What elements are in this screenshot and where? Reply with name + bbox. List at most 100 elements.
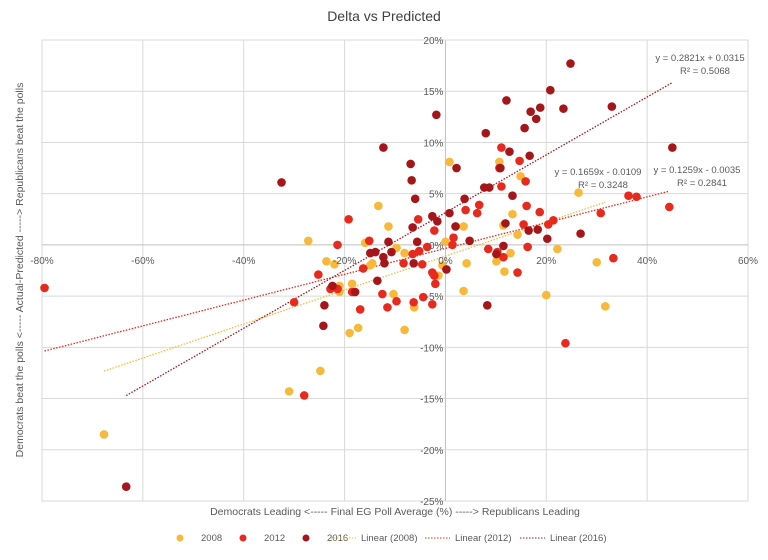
- point-2008: [374, 201, 383, 211]
- point-2008: [347, 279, 357, 289]
- point-2008: [459, 222, 468, 231]
- legend-label: Linear (2012): [455, 533, 512, 544]
- point-2008: [330, 260, 339, 269]
- point-2012: [289, 297, 299, 307]
- point-2016: [409, 259, 418, 268]
- point-2016: [445, 208, 454, 218]
- point-2016: [371, 247, 380, 257]
- point-2012: [314, 270, 323, 279]
- point-2012: [40, 283, 49, 293]
- point-2012: [472, 208, 482, 218]
- point-2008: [600, 302, 610, 311]
- point-2016: [576, 229, 585, 238]
- point-2012: [596, 208, 606, 218]
- point-2008: [592, 258, 602, 267]
- trendlines: [44, 82, 673, 397]
- point-2012: [413, 214, 423, 224]
- point-2012: [358, 264, 368, 273]
- point-2012: [535, 207, 545, 217]
- point-2012: [483, 244, 493, 254]
- point-2012: [364, 236, 374, 246]
- x-tick-label: 60%: [738, 256, 758, 267]
- point-2016: [501, 219, 510, 228]
- point-2016: [607, 102, 617, 111]
- point-2016: [277, 178, 286, 187]
- trendline-r2: R² = 0.3248: [578, 180, 628, 191]
- point-2012: [609, 253, 618, 263]
- trendline-equations: y = 0.1659x - 0.0109 R² = 0.3248 y = 0.125…: [555, 53, 745, 191]
- point-2008: [345, 328, 354, 338]
- point-2016: [373, 276, 382, 286]
- point-2012: [333, 240, 342, 250]
- point-2016: [668, 143, 677, 152]
- point-2008: [365, 261, 375, 270]
- x-tick-label: 20%: [536, 256, 556, 267]
- trendline-equation: y = 0.2821x + 0.0315: [655, 53, 744, 64]
- point-2012: [399, 259, 408, 268]
- point-2016: [408, 223, 417, 232]
- point-2016: [412, 237, 422, 247]
- point-2008: [506, 248, 515, 258]
- point-2012: [392, 296, 401, 306]
- x-tick-label: 40%: [637, 256, 657, 267]
- point-2012: [497, 143, 506, 152]
- point-2008: [513, 230, 522, 239]
- point-2012: [519, 220, 528, 229]
- point-2016: [384, 237, 393, 247]
- point-2012: [561, 338, 570, 348]
- tick-labels: -80% -60% -40% -20% 0% 20% 40% 60% 20% 15% 10% 5% 0%…: [30, 36, 758, 508]
- point-2012: [418, 292, 428, 302]
- data-points: [40, 59, 677, 491]
- point-2012: [624, 191, 633, 201]
- point-2008: [303, 236, 313, 246]
- point-2012: [422, 242, 432, 252]
- point-2016: [451, 222, 460, 231]
- point-2008: [400, 325, 409, 335]
- point-2012: [430, 226, 439, 235]
- point-2016: [566, 59, 575, 68]
- point-2008: [384, 222, 393, 231]
- point-2012: [522, 201, 531, 211]
- trendline-r2: R² = 0.5068: [680, 66, 730, 77]
- point-2016: [505, 147, 514, 156]
- point-2012: [355, 305, 365, 314]
- point-2016: [502, 96, 511, 105]
- point-2012: [515, 156, 524, 166]
- trendline-linear-2012-: [44, 190, 670, 352]
- point-2012: [523, 242, 532, 252]
- y-tick-label: -5%: [426, 292, 444, 303]
- x-tick-label: -60%: [131, 256, 154, 267]
- point-2008: [441, 237, 450, 247]
- point-2016: [460, 194, 469, 204]
- point-2012: [497, 182, 506, 191]
- point-2016: [482, 301, 492, 310]
- point-2012: [414, 246, 424, 256]
- legend-marker-2008: [176, 534, 184, 542]
- point-2016: [387, 247, 396, 257]
- y-tick-label: 5%: [429, 190, 444, 201]
- point-2016: [479, 183, 489, 192]
- point-2016: [535, 103, 545, 112]
- point-2012: [431, 279, 440, 289]
- point-2008: [99, 430, 109, 439]
- point-2016: [319, 321, 328, 331]
- point-2016: [410, 194, 420, 204]
- point-2012: [417, 260, 427, 269]
- point-2012: [499, 252, 508, 262]
- x-tick-label: 0%: [438, 256, 453, 267]
- trendline-r2: R² = 0.2841: [677, 178, 727, 189]
- point-2012: [428, 300, 437, 309]
- point-2012: [383, 303, 392, 312]
- point-2016: [525, 151, 534, 161]
- point-2016: [328, 281, 337, 291]
- point-2016: [533, 225, 543, 234]
- point-2008: [574, 188, 583, 197]
- trendline-equation: y = 0.1659x - 0.0109: [555, 167, 642, 178]
- y-tick-label: -15%: [420, 395, 443, 406]
- point-2016: [499, 241, 508, 251]
- x-axis-label: Democrats Leading <----- Final EG Poll A…: [210, 506, 580, 518]
- point-2008: [541, 290, 551, 300]
- point-2012: [408, 249, 417, 259]
- point-2016: [350, 287, 360, 297]
